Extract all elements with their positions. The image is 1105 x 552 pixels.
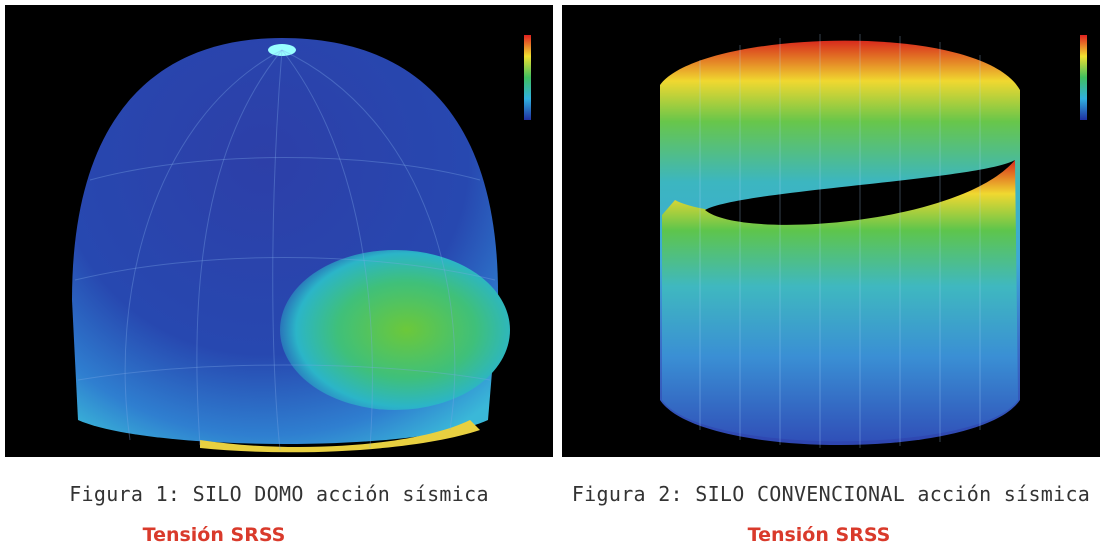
subcaption: Tensión SRSS: [0, 524, 488, 546]
figures: [0, 0, 1105, 460]
stress-zone: [280, 250, 510, 410]
caption: Figura 1: SILO DOMO acción sísmica: [5, 482, 553, 506]
page: {"figures": [ {"caption": "Figura 1: SIL…: [0, 0, 1105, 552]
color-scale: [524, 35, 531, 120]
subcaption: Tensión SRSS: [545, 524, 1093, 546]
color-scale: [1080, 35, 1087, 120]
caption: Figura 2: SILO CONVENCIONAL acción sísmi…: [557, 482, 1105, 506]
